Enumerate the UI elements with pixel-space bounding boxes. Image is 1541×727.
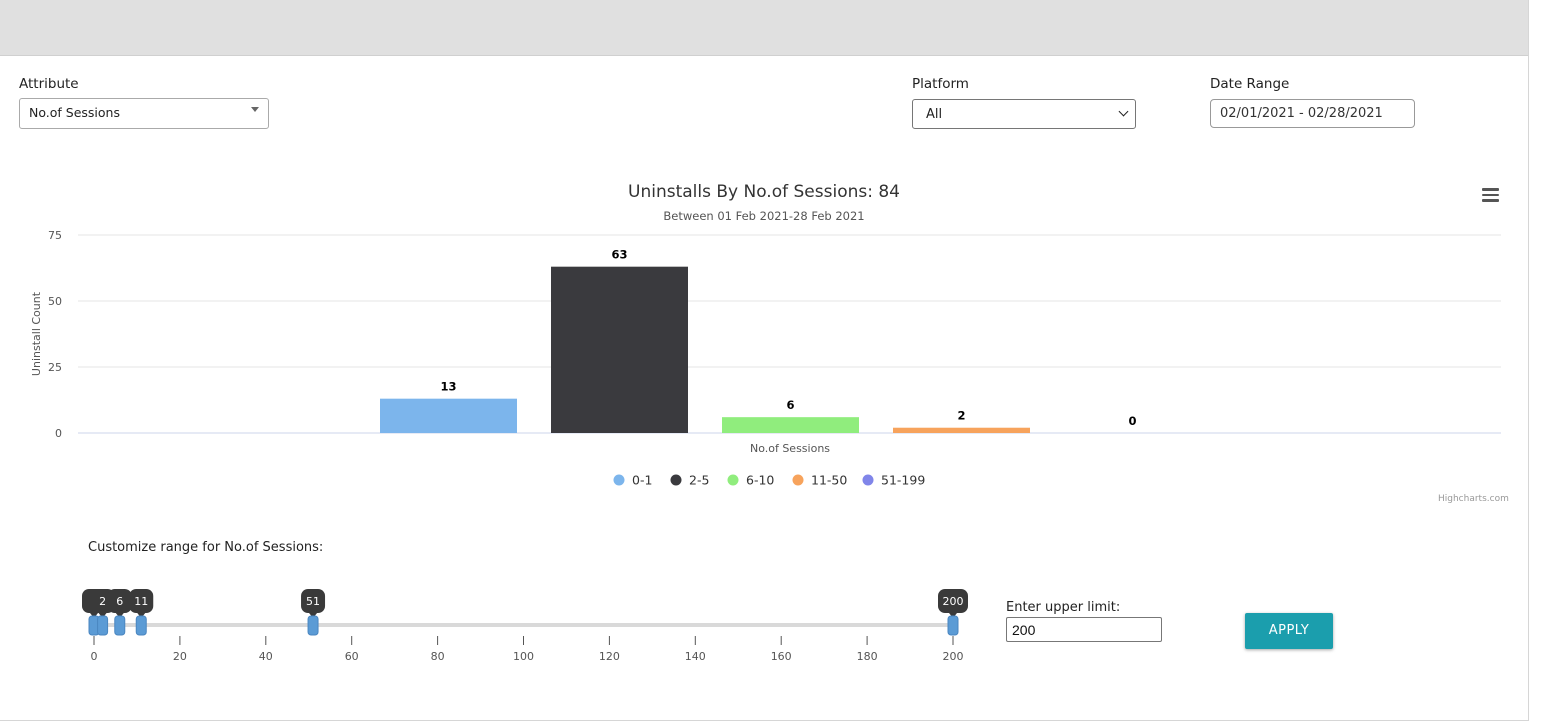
y-tick-label: 50 xyxy=(48,295,62,308)
data-label: 13 xyxy=(440,380,456,394)
slider-handle-51[interactable]: 51 xyxy=(301,589,326,636)
handle-knob xyxy=(114,615,126,636)
y-tick-label: 0 xyxy=(55,427,62,440)
slider-axis-label: 140 xyxy=(685,650,706,663)
platform-label: Platform xyxy=(912,76,969,92)
handle-knob xyxy=(135,615,147,636)
slider-axis-label: 100 xyxy=(513,650,534,663)
y-axis-title: Uninstall Count xyxy=(30,291,43,376)
data-label: 6 xyxy=(786,398,794,412)
range-slider[interactable]: 0204060801001201401601802000261151200 xyxy=(0,585,1000,670)
upper-limit-input[interactable] xyxy=(1006,617,1162,642)
upper-limit-label: Enter upper limit: xyxy=(1006,600,1121,615)
handle-tooltip xyxy=(107,589,132,613)
handle-tooltip xyxy=(301,589,326,613)
y-tick-label: 25 xyxy=(48,361,62,374)
bar-0-1 xyxy=(380,398,517,433)
date-range-label: Date Range xyxy=(1210,76,1290,92)
handle-tooltip xyxy=(129,589,154,613)
handle-knob xyxy=(947,615,959,636)
slider-axis-label: 60 xyxy=(345,650,359,663)
legend-item-0-1: 0-1 xyxy=(632,473,652,488)
bar-11-50 xyxy=(893,427,1030,433)
data-label: 0 xyxy=(1128,414,1136,428)
slider-handle-6[interactable]: 6 xyxy=(107,589,132,636)
legend-item-2-5: 2-5 xyxy=(689,473,709,488)
handle-knob xyxy=(97,615,109,636)
handle-value: 11 xyxy=(134,595,148,608)
platform-select-value: All xyxy=(926,107,943,122)
caret-down-icon xyxy=(251,107,259,112)
slider-handle-11[interactable]: 11 xyxy=(129,589,154,636)
chart-subtitle: Between 01 Feb 2021-28 Feb 2021 xyxy=(663,209,864,223)
chart-title: Uninstalls By No.of Sessions: 84 xyxy=(628,182,900,202)
slider-axis-label: 160 xyxy=(771,650,792,663)
chevron-down-icon xyxy=(1118,106,1129,117)
handle-value: 51 xyxy=(306,595,320,608)
panel-header-bar xyxy=(0,0,1528,56)
attribute-label: Attribute xyxy=(19,76,79,92)
slider-axis-label: 120 xyxy=(599,650,620,663)
chart-credits[interactable]: Highcharts.com xyxy=(1438,494,1509,504)
legend-marker-2-5 xyxy=(670,474,682,486)
slider-axis-label: 0 xyxy=(91,650,98,663)
date-range-input[interactable]: 02/01/2021 - 02/28/2021 xyxy=(1210,99,1415,128)
range-customizer-title: Customize range for No.of Sessions: xyxy=(88,540,324,555)
slider-axis-label: 20 xyxy=(173,650,187,663)
legend-item-51-199: 51-199 xyxy=(881,473,925,488)
handle-value: 6 xyxy=(116,595,123,608)
bar-2-5 xyxy=(551,266,688,433)
legend-marker-11-50 xyxy=(792,474,804,486)
legend-item-6-10: 6-10 xyxy=(746,473,774,488)
attribute-dropdown[interactable]: No.of Sessions xyxy=(19,98,269,129)
chart-menu-icon[interactable] xyxy=(1482,188,1499,202)
legend-marker-51-199 xyxy=(862,474,874,486)
handle-value: 2 xyxy=(99,595,106,608)
handle-tooltip xyxy=(938,589,968,613)
data-label: 2 xyxy=(957,409,965,423)
slider-axis-label: 80 xyxy=(431,650,445,663)
slider-handle-200[interactable]: 200 xyxy=(938,589,968,636)
slider-axis-label: 200 xyxy=(943,650,964,663)
slider-track xyxy=(94,623,953,627)
handle-knob xyxy=(307,615,319,636)
y-tick-label: 75 xyxy=(48,229,62,242)
handle-value: 200 xyxy=(943,595,964,608)
platform-select[interactable]: All xyxy=(912,99,1136,129)
legend-marker-6-10 xyxy=(727,474,739,486)
apply-button[interactable]: APPLY xyxy=(1245,613,1333,649)
legend-item-11-50: 11-50 xyxy=(811,473,847,488)
uninstalls-bar-chart: Uninstalls By No.of Sessions: 84 Between … xyxy=(30,182,1501,488)
bar-6-10 xyxy=(722,417,859,433)
legend-marker-0-1 xyxy=(613,474,625,486)
data-label: 63 xyxy=(611,248,627,262)
x-axis-title: No.of Sessions xyxy=(750,442,830,455)
date-range-value: 02/01/2021 - 02/28/2021 xyxy=(1220,106,1383,121)
slider-axis-label: 40 xyxy=(259,650,273,663)
slider-axis-label: 180 xyxy=(857,650,878,663)
attribute-dropdown-value: No.of Sessions xyxy=(29,105,120,120)
